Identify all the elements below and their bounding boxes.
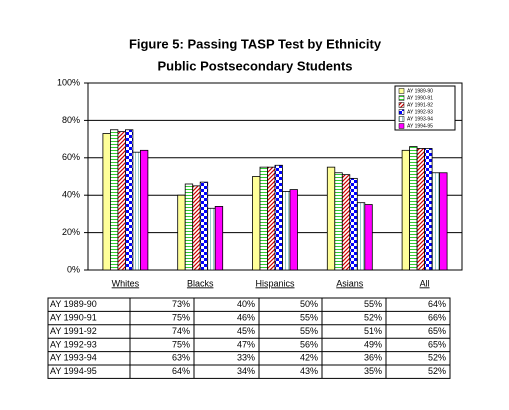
table-cell: 55% <box>364 299 382 309</box>
chart-subtitle: Public Postsecondary Students <box>157 58 352 73</box>
table-cell: 52% <box>428 366 446 376</box>
y-tick-label: 80% <box>62 115 80 125</box>
table-cell: 64% <box>428 299 446 309</box>
table-row-label: AY 1989-90 <box>50 299 97 309</box>
bar <box>177 194 186 271</box>
table-cell: 42% <box>300 353 318 363</box>
legend-label: AY 1990-91 <box>407 95 433 101</box>
bar <box>416 148 426 271</box>
table-cell: 55% <box>300 326 318 336</box>
bar <box>439 172 448 271</box>
table-cell: 45% <box>237 326 255 336</box>
bar <box>282 191 291 271</box>
bar <box>401 149 411 271</box>
bar <box>110 129 119 271</box>
bar <box>326 166 336 271</box>
bar <box>334 172 343 271</box>
table-cell: 43% <box>300 366 318 376</box>
legend-label: AY 1991-92 <box>407 102 433 108</box>
bar <box>356 202 366 271</box>
table-cell: 33% <box>237 353 255 363</box>
table-cell: 65% <box>428 326 446 336</box>
table-row-label: AY 1990-91 <box>50 312 97 322</box>
table-row-label: AY 1993-94 <box>50 353 97 363</box>
x-tick-label: Asians <box>336 278 364 288</box>
legend-swatch <box>398 95 405 101</box>
legend-swatch <box>398 116 405 122</box>
bar <box>252 176 261 271</box>
bar <box>125 129 134 271</box>
table-cell: 55% <box>300 312 318 322</box>
bar <box>117 131 126 271</box>
y-tick-label: 60% <box>62 152 80 162</box>
table-cell: 63% <box>172 353 190 363</box>
table-cell: 56% <box>300 339 318 349</box>
table-cell: 75% <box>172 312 190 322</box>
bar <box>192 185 201 271</box>
bar <box>431 172 441 271</box>
bar <box>409 146 418 271</box>
legend-swatch <box>398 102 405 108</box>
legend <box>394 85 456 131</box>
bar <box>139 149 149 271</box>
x-tick-label: Hispanics <box>255 278 295 288</box>
x-tick-label: Blacks <box>187 278 214 288</box>
table-cell: 52% <box>364 312 382 322</box>
bar <box>102 133 111 271</box>
legend-swatch <box>398 123 405 129</box>
table-cell: 46% <box>237 312 255 322</box>
table-cell: 49% <box>364 339 382 349</box>
chart-title: Figure 5: Passing TASP Test by Ethnicity <box>129 36 382 51</box>
bar <box>207 207 216 271</box>
table-row-label: AY 1994-95 <box>50 366 97 376</box>
table-cell: 75% <box>172 339 190 349</box>
table-cell: 36% <box>364 353 382 363</box>
table-cell: 52% <box>428 353 446 363</box>
table-row-label: AY 1991-92 <box>50 326 97 336</box>
table-cell: 74% <box>172 326 190 336</box>
bar <box>259 166 268 271</box>
legend-label: AY 1993-94 <box>407 116 433 122</box>
legend-swatch <box>398 88 405 94</box>
bar <box>199 181 209 271</box>
table-cell: 50% <box>300 299 318 309</box>
bar <box>364 204 373 271</box>
table-cell: 65% <box>428 339 446 349</box>
table-cell: 40% <box>237 299 255 309</box>
table-row-label: AY 1992-93 <box>50 339 97 349</box>
legend-label: AY 1989-90 <box>407 88 433 94</box>
bar <box>289 189 298 271</box>
table-cell: 66% <box>428 312 446 322</box>
bar <box>132 151 141 271</box>
legend-swatch <box>398 109 405 115</box>
y-tick-label: 40% <box>62 190 80 200</box>
bar <box>349 177 358 271</box>
table-cell: 51% <box>364 326 382 336</box>
legend-label: AY 1992-93 <box>407 109 433 115</box>
table-cell: 73% <box>172 299 190 309</box>
legend-label: AY 1994-95 <box>407 123 433 129</box>
bar <box>267 166 276 271</box>
x-tick-label: All <box>420 278 430 288</box>
bar <box>214 206 224 271</box>
y-tick-label: 0% <box>67 264 80 274</box>
table-cell: 35% <box>364 366 382 376</box>
table-cell: 64% <box>172 366 190 376</box>
bar <box>341 174 351 271</box>
bar <box>424 148 433 271</box>
x-tick-label: Whites <box>112 278 140 288</box>
table-cell: 47% <box>237 339 255 349</box>
y-tick-label: 20% <box>62 227 80 237</box>
y-tick-label: 100% <box>57 77 80 87</box>
bar <box>184 183 194 271</box>
bar <box>274 164 283 271</box>
table-cell: 34% <box>237 366 255 376</box>
